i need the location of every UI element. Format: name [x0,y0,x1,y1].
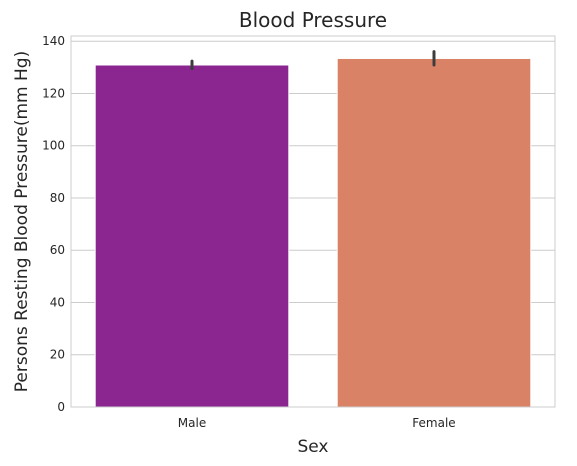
y-tick-label: 60 [50,243,65,257]
x-tick-labels: Male Female [178,416,456,430]
y-tick-label: 120 [42,86,65,100]
chart-title: Blood Pressure [239,8,387,32]
x-tick-label: Female [412,416,455,430]
x-tick-label: Male [178,416,206,430]
plot-frame [70,35,556,408]
y-tick-label: 140 [42,34,65,48]
y-tick-label: 80 [50,191,65,205]
y-axis-label: Persons Resting Blood Pressure(mm Hg) [12,51,32,392]
y-tick-label: 100 [42,139,65,153]
y-tick-labels: 0 20 40 60 80 100 120 140 [42,34,65,414]
bar-male [94,64,290,408]
y-tick-label: 0 [57,400,65,414]
y-tick-label: 40 [50,295,65,309]
bar-female [336,57,532,408]
x-axis-label: Sex [297,437,328,457]
y-tick-label: 20 [50,348,65,362]
bars [94,57,532,408]
error-bars [190,50,436,71]
